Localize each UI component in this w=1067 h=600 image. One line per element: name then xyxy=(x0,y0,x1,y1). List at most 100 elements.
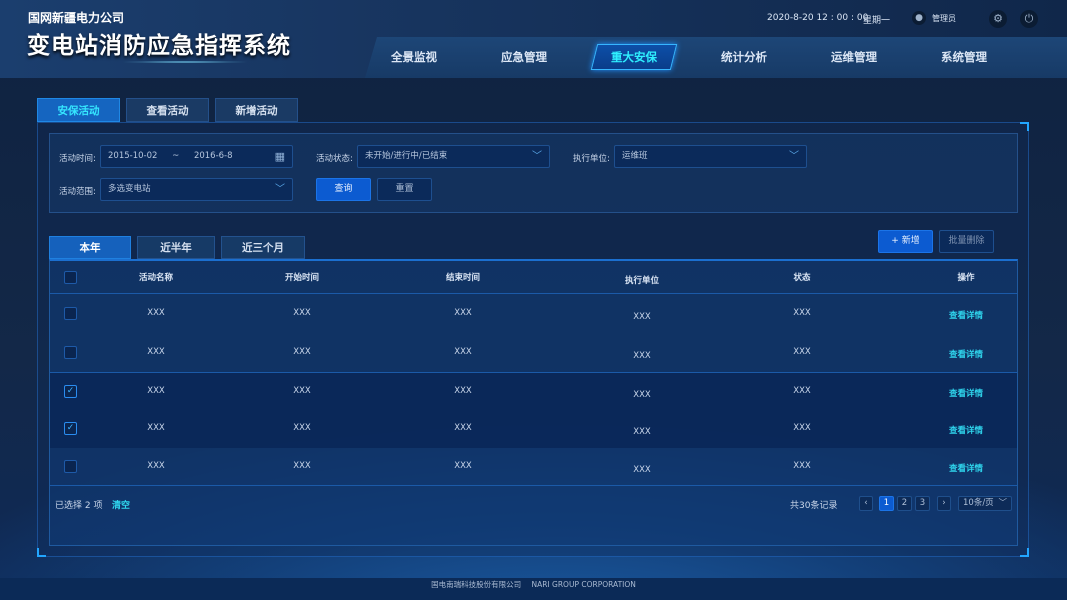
row-checkbox[interactable] xyxy=(64,459,77,473)
col-status: 状态 xyxy=(793,273,811,283)
table-cell: XXX xyxy=(293,460,311,471)
page-size-select[interactable]: 10条/页 ﹀ xyxy=(958,496,1012,511)
table-cell: XXX xyxy=(454,386,472,396)
col-action: 操作 xyxy=(957,273,975,283)
row-checkbox[interactable]: ✓ xyxy=(64,385,77,398)
table-row: ✓ XXX XXX XXX XXX XXX 查看详情 xyxy=(50,372,1017,410)
table-cell: XXX xyxy=(633,351,651,361)
page-2[interactable]: 2 xyxy=(897,496,912,511)
power-icon[interactable]: ⏻ xyxy=(1020,10,1038,28)
row-checkbox[interactable] xyxy=(64,346,77,359)
page-size-value: 10条/页 xyxy=(963,498,994,508)
row-checkbox[interactable] xyxy=(64,307,77,320)
table-cell: XXX xyxy=(454,460,472,471)
view-details-link[interactable]: 查看详情 xyxy=(948,350,984,360)
reset-button[interactable]: 重置 xyxy=(377,178,432,201)
nav-bar xyxy=(365,37,1067,78)
next-page-button[interactable]: › xyxy=(937,496,951,511)
table-cell: XXX xyxy=(793,423,811,433)
table-cell: XXX xyxy=(293,347,311,357)
date-end: 2016-6-8 xyxy=(193,151,233,161)
unit-select[interactable]: 运维班 ﹀ xyxy=(614,145,807,168)
nav-item-emergency[interactable]: 应急管理 xyxy=(501,50,547,64)
view-details-link[interactable]: 查看详情 xyxy=(948,311,984,321)
col-end: 结束时间 xyxy=(445,273,481,283)
table-cell: XXX xyxy=(633,390,651,400)
page-3[interactable]: 3 xyxy=(915,496,930,511)
status-select[interactable]: 未开始/进行中/已结束 ﹀ xyxy=(357,145,550,168)
table-cell: XXX xyxy=(793,308,811,318)
datetime: 2020-8-20 12 : 00 : 00 xyxy=(767,13,869,23)
nav-item-maintenance[interactable]: 运维管理 xyxy=(831,50,877,64)
subtab-three-months[interactable]: 近三个月 xyxy=(221,236,305,259)
table-cell: XXX xyxy=(454,308,472,318)
date-range-input[interactable]: 2015-10-02 ~ 2016-6-8 ▦ xyxy=(100,145,293,168)
scope-placeholder: 多选变电站 xyxy=(108,184,151,194)
footer-company-en: NARI GROUP CORPORATION xyxy=(531,580,636,589)
date-start: 2015-10-02 xyxy=(108,151,158,161)
col-unit: 执行单位 xyxy=(624,276,660,286)
nav-item-security[interactable]: 重大安保 xyxy=(611,50,657,64)
table-cell: XXX xyxy=(147,347,165,357)
calendar-icon[interactable]: ▦ xyxy=(274,150,285,163)
footer-company: 国电南瑞科技股份有限公司 xyxy=(431,580,522,589)
batch-delete-button[interactable]: 批量删除 xyxy=(939,230,994,253)
unit-value: 运维班 xyxy=(622,151,648,161)
table-cell: XXX xyxy=(293,423,311,433)
tab-view-activity[interactable]: 查看活动 xyxy=(126,98,209,122)
title-glow xyxy=(120,61,250,63)
table-cell: XXX xyxy=(454,347,472,357)
table-cell: XXX xyxy=(793,460,811,471)
chevron-down-icon: ﹀ xyxy=(789,151,799,162)
frame-corner xyxy=(37,548,46,557)
subtab-half-year[interactable]: 近半年 xyxy=(137,236,215,259)
footer: 国电南瑞科技股份有限公司 NARI GROUP CORPORATION xyxy=(0,578,1067,600)
select-all-checkbox[interactable] xyxy=(64,271,77,284)
user-name[interactable]: 管理员 xyxy=(932,14,956,23)
scope-select[interactable]: 多选变电站 ﹀ xyxy=(100,178,293,201)
table-cell: XXX xyxy=(147,386,165,396)
status-value: 未开始/进行中/已结束 xyxy=(365,151,448,161)
row-checkbox[interactable]: ✓ xyxy=(64,422,77,435)
user-icon: ● xyxy=(912,11,926,25)
add-button[interactable]: + 新增 xyxy=(878,230,933,253)
gear-icon[interactable]: ⚙ xyxy=(989,10,1007,28)
view-details-link[interactable]: 查看详情 xyxy=(948,389,984,399)
frame-corner xyxy=(1020,548,1029,557)
table-cell: XXX xyxy=(633,464,651,475)
table-cell: XXX xyxy=(793,347,811,357)
tab-add-activity[interactable]: 新增活动 xyxy=(215,98,298,122)
subtab-this-year[interactable]: 本年 xyxy=(49,236,131,259)
frame-corner xyxy=(1020,122,1029,131)
table-cell: XXX xyxy=(454,423,472,433)
search-button[interactable]: 查询 xyxy=(316,178,371,201)
view-details-link[interactable]: 查看详情 xyxy=(948,426,984,436)
view-details-link[interactable]: 查看详情 xyxy=(948,463,984,474)
company-name: 国网新疆电力公司 xyxy=(28,11,125,25)
tab-security-activity[interactable]: 安保活动 xyxy=(37,98,120,122)
table-row: XXX XXX XXX XXX XXX 查看详情 xyxy=(50,294,1017,334)
status-label: 活动状态: xyxy=(316,154,353,164)
nav-item-statistics[interactable]: 统计分析 xyxy=(721,50,767,64)
page-1[interactable]: 1 xyxy=(879,496,894,511)
table-cell: XXX xyxy=(293,386,311,396)
table-cell: XXX xyxy=(633,312,651,322)
table-divider xyxy=(50,485,1017,486)
table-header: 活动名称 开始时间 结束时间 执行单位 状态 操作 xyxy=(50,261,1017,294)
table-row: XXX XXX XXX XXX XXX 查看详情 xyxy=(50,334,1017,372)
col-start: 开始时间 xyxy=(284,273,320,283)
prev-page-button[interactable]: ‹ xyxy=(859,496,873,511)
table-cell: XXX xyxy=(147,460,165,471)
table-cell: XXX xyxy=(147,308,165,318)
nav-item-panorama[interactable]: 全景监视 xyxy=(391,50,437,64)
selection-count: 已选择 2 项 xyxy=(55,501,103,511)
chevron-down-icon: ﹀ xyxy=(998,498,1007,508)
col-name: 活动名称 xyxy=(138,273,174,283)
weekday: 星期一 xyxy=(863,16,891,26)
total-records: 共30条记录 xyxy=(790,501,838,511)
scope-label: 活动范围: xyxy=(59,187,96,197)
unit-label: 执行单位: xyxy=(573,154,610,164)
time-label: 活动时间: xyxy=(59,154,96,164)
nav-item-system[interactable]: 系统管理 xyxy=(941,50,987,64)
clear-selection-link[interactable]: 清空 xyxy=(112,501,131,511)
